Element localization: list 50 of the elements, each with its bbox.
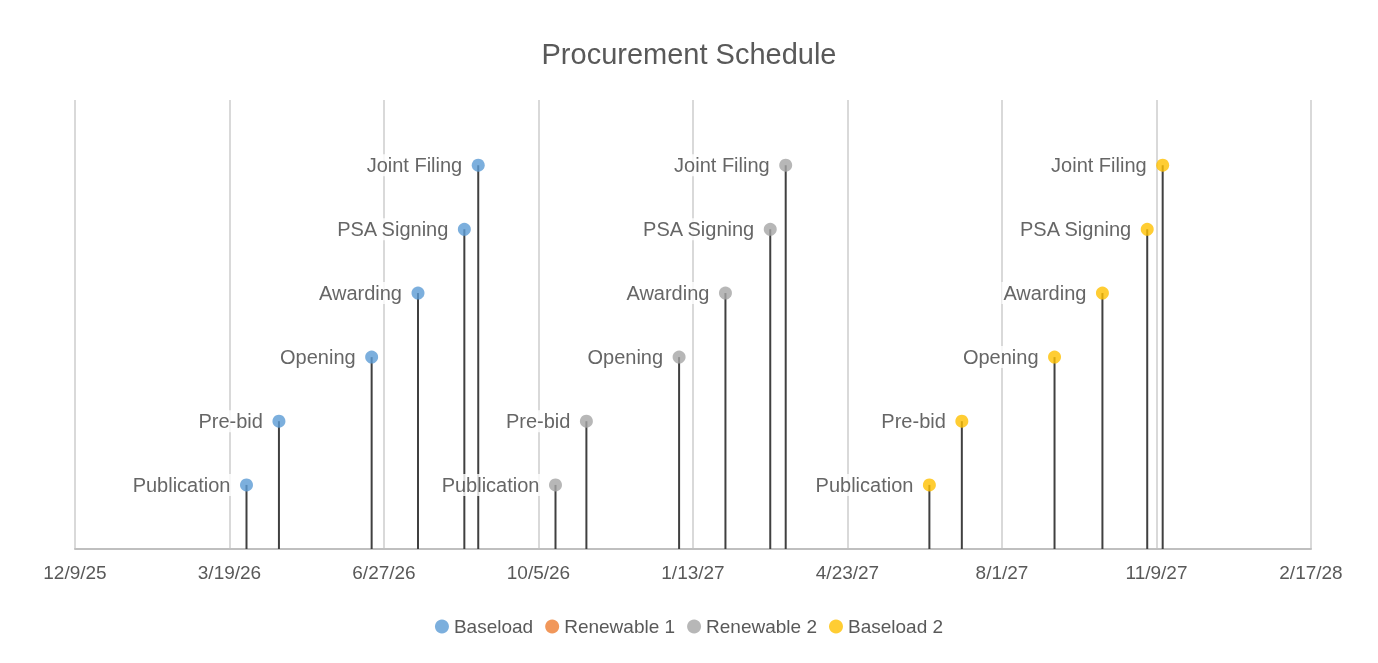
point [718,286,732,300]
annotation: Joint Filing [1051,154,1147,177]
x-tick-label: 11/9/27 [1125,562,1188,583]
legend-label: Renewable 2 [706,616,817,637]
annotation: Pre-bid [198,410,263,433]
point [1048,350,1062,364]
x-tick-label: 1/13/27 [661,562,725,583]
point [579,414,593,428]
x-tick-label: 6/27/26 [352,562,416,583]
annotation: Awarding [626,282,710,305]
annotation: Joint Filing [674,154,770,177]
point [549,478,562,492]
point [365,350,379,364]
annotation: Opening [962,346,1039,369]
point [672,350,686,364]
x-tick-label: 3/19/26 [197,562,262,583]
point [779,158,793,172]
annotation: Publication [132,473,231,496]
legend-label: Baseload 2 [847,616,944,637]
annotation: Publication [815,473,914,496]
annotation: Pre-bid [881,410,946,433]
point [272,414,286,428]
annotation: Awarding [1003,282,1087,305]
annotation: PSA Signing [337,218,449,241]
annotation: PSA Signing [1020,218,1132,241]
x-tick-label: 8/1/27 [975,562,1029,583]
x-tick-label: 12/9/25 [43,562,107,583]
annotation: Awarding [318,282,402,305]
point [922,478,936,492]
annotation: Opening [587,346,664,369]
point [955,414,969,428]
chart-title: Procurement Schedule [541,37,837,70]
point [411,286,425,300]
annotation: Opening [280,346,356,369]
point [1095,286,1109,300]
annotation: Joint Filing [366,154,463,177]
legend-label: Renewable 1 [564,616,676,637]
annotation: Publication [441,473,540,496]
x-tick-label: 2/17/28 [1279,562,1343,583]
point [763,222,777,236]
point [457,222,471,236]
point [240,478,253,492]
point [1156,158,1170,172]
annotation: Pre-bid [505,410,571,433]
point [471,158,485,172]
x-tick-label: 4/23/27 [815,562,880,583]
x-tick-label: 10/5/26 [506,562,571,583]
legend-label: Baseload [453,616,534,637]
annotation: PSA Signing [643,218,755,241]
point [1140,222,1154,236]
